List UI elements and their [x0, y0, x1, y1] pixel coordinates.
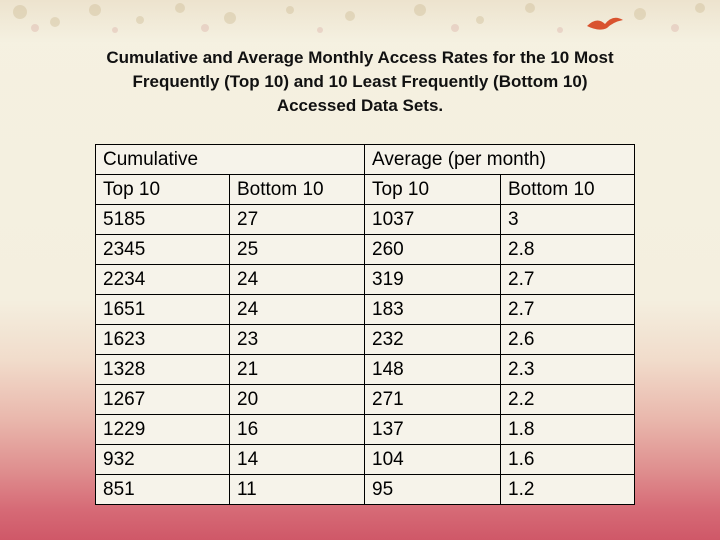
table-cell: 95: [364, 474, 501, 505]
table-cell: 2234: [95, 264, 230, 295]
table-cell: 260: [364, 234, 501, 265]
table-cell: 3: [500, 204, 635, 235]
table-row: 1651 24 183 2.7: [95, 294, 635, 325]
table-cell: 2345: [95, 234, 230, 265]
bird-icon: [587, 17, 623, 30]
table-cell: 1.2: [500, 474, 635, 505]
table-cell: 14: [229, 444, 365, 475]
table-cell: 2.8: [500, 234, 635, 265]
table-cell: 1037: [364, 204, 501, 235]
table-cell: 20: [229, 384, 365, 415]
table-cell: 2.6: [500, 324, 635, 355]
table-cell: 271: [364, 384, 501, 415]
title-line-2: Frequently (Top 10) and 10 Least Frequen…: [132, 72, 588, 91]
access-rates-table: Cumulative Average (per month) Top 10 Bo…: [95, 144, 635, 505]
sub-header-cell: Top 10: [95, 174, 230, 205]
table-cell: 27: [229, 204, 365, 235]
table-cell: 5185: [95, 204, 230, 235]
table-cell: 2.7: [500, 264, 635, 295]
header-average: Average (per month): [364, 144, 635, 175]
table-cell: 2.3: [500, 354, 635, 385]
table-cell: 2.2: [500, 384, 635, 415]
sub-header-row: Top 10 Bottom 10 Top 10 Bottom 10: [95, 174, 635, 205]
header-cumulative: Cumulative: [95, 144, 365, 175]
table-cell: 1.8: [500, 414, 635, 445]
table-cell: 1328: [95, 354, 230, 385]
table-cell: 25: [229, 234, 365, 265]
table-cell: 24: [229, 264, 365, 295]
table-cell: 1229: [95, 414, 230, 445]
table-row: 1229 16 137 1.8: [95, 414, 635, 445]
table-cell: 2.7: [500, 294, 635, 325]
table-row: 2345 25 260 2.8: [95, 234, 635, 265]
table-row: 932 14 104 1.6: [95, 444, 635, 475]
table-row: 5185 27 1037 3: [95, 204, 635, 235]
sub-header-cell: Top 10: [364, 174, 501, 205]
table-cell: 319: [364, 264, 501, 295]
table-row: 2234 24 319 2.7: [95, 264, 635, 295]
table-row: 1267 20 271 2.2: [95, 384, 635, 415]
table-cell: 11: [229, 474, 365, 505]
decorative-header-band: [0, 0, 720, 42]
table-cell: 932: [95, 444, 230, 475]
sub-header-cell: Bottom 10: [500, 174, 635, 205]
table-cell: 851: [95, 474, 230, 505]
title-line-1: Cumulative and Average Monthly Access Ra…: [106, 48, 614, 67]
table-cell: 137: [364, 414, 501, 445]
table-cell: 148: [364, 354, 501, 385]
table-cell: 1651: [95, 294, 230, 325]
table-row: 1623 23 232 2.6: [95, 324, 635, 355]
table-cell: 21: [229, 354, 365, 385]
group-header-row: Cumulative Average (per month): [95, 144, 635, 175]
table-cell: 1267: [95, 384, 230, 415]
page-title: Cumulative and Average Monthly Access Ra…: [40, 46, 680, 118]
table-cell: 16: [229, 414, 365, 445]
table-cell: 183: [364, 294, 501, 325]
title-line-3: Accessed Data Sets.: [276, 96, 444, 115]
table-cell: 232: [364, 324, 501, 355]
table-row: 1328 21 148 2.3: [95, 354, 635, 385]
table-cell: 104: [364, 444, 501, 475]
table-cell: 23: [229, 324, 365, 355]
table-row: 851 11 95 1.2: [95, 474, 635, 505]
sub-header-cell: Bottom 10: [229, 174, 365, 205]
table-cell: 24: [229, 294, 365, 325]
floral-pattern-icon: [13, 3, 705, 33]
table-cell: 1623: [95, 324, 230, 355]
table-cell: 1.6: [500, 444, 635, 475]
